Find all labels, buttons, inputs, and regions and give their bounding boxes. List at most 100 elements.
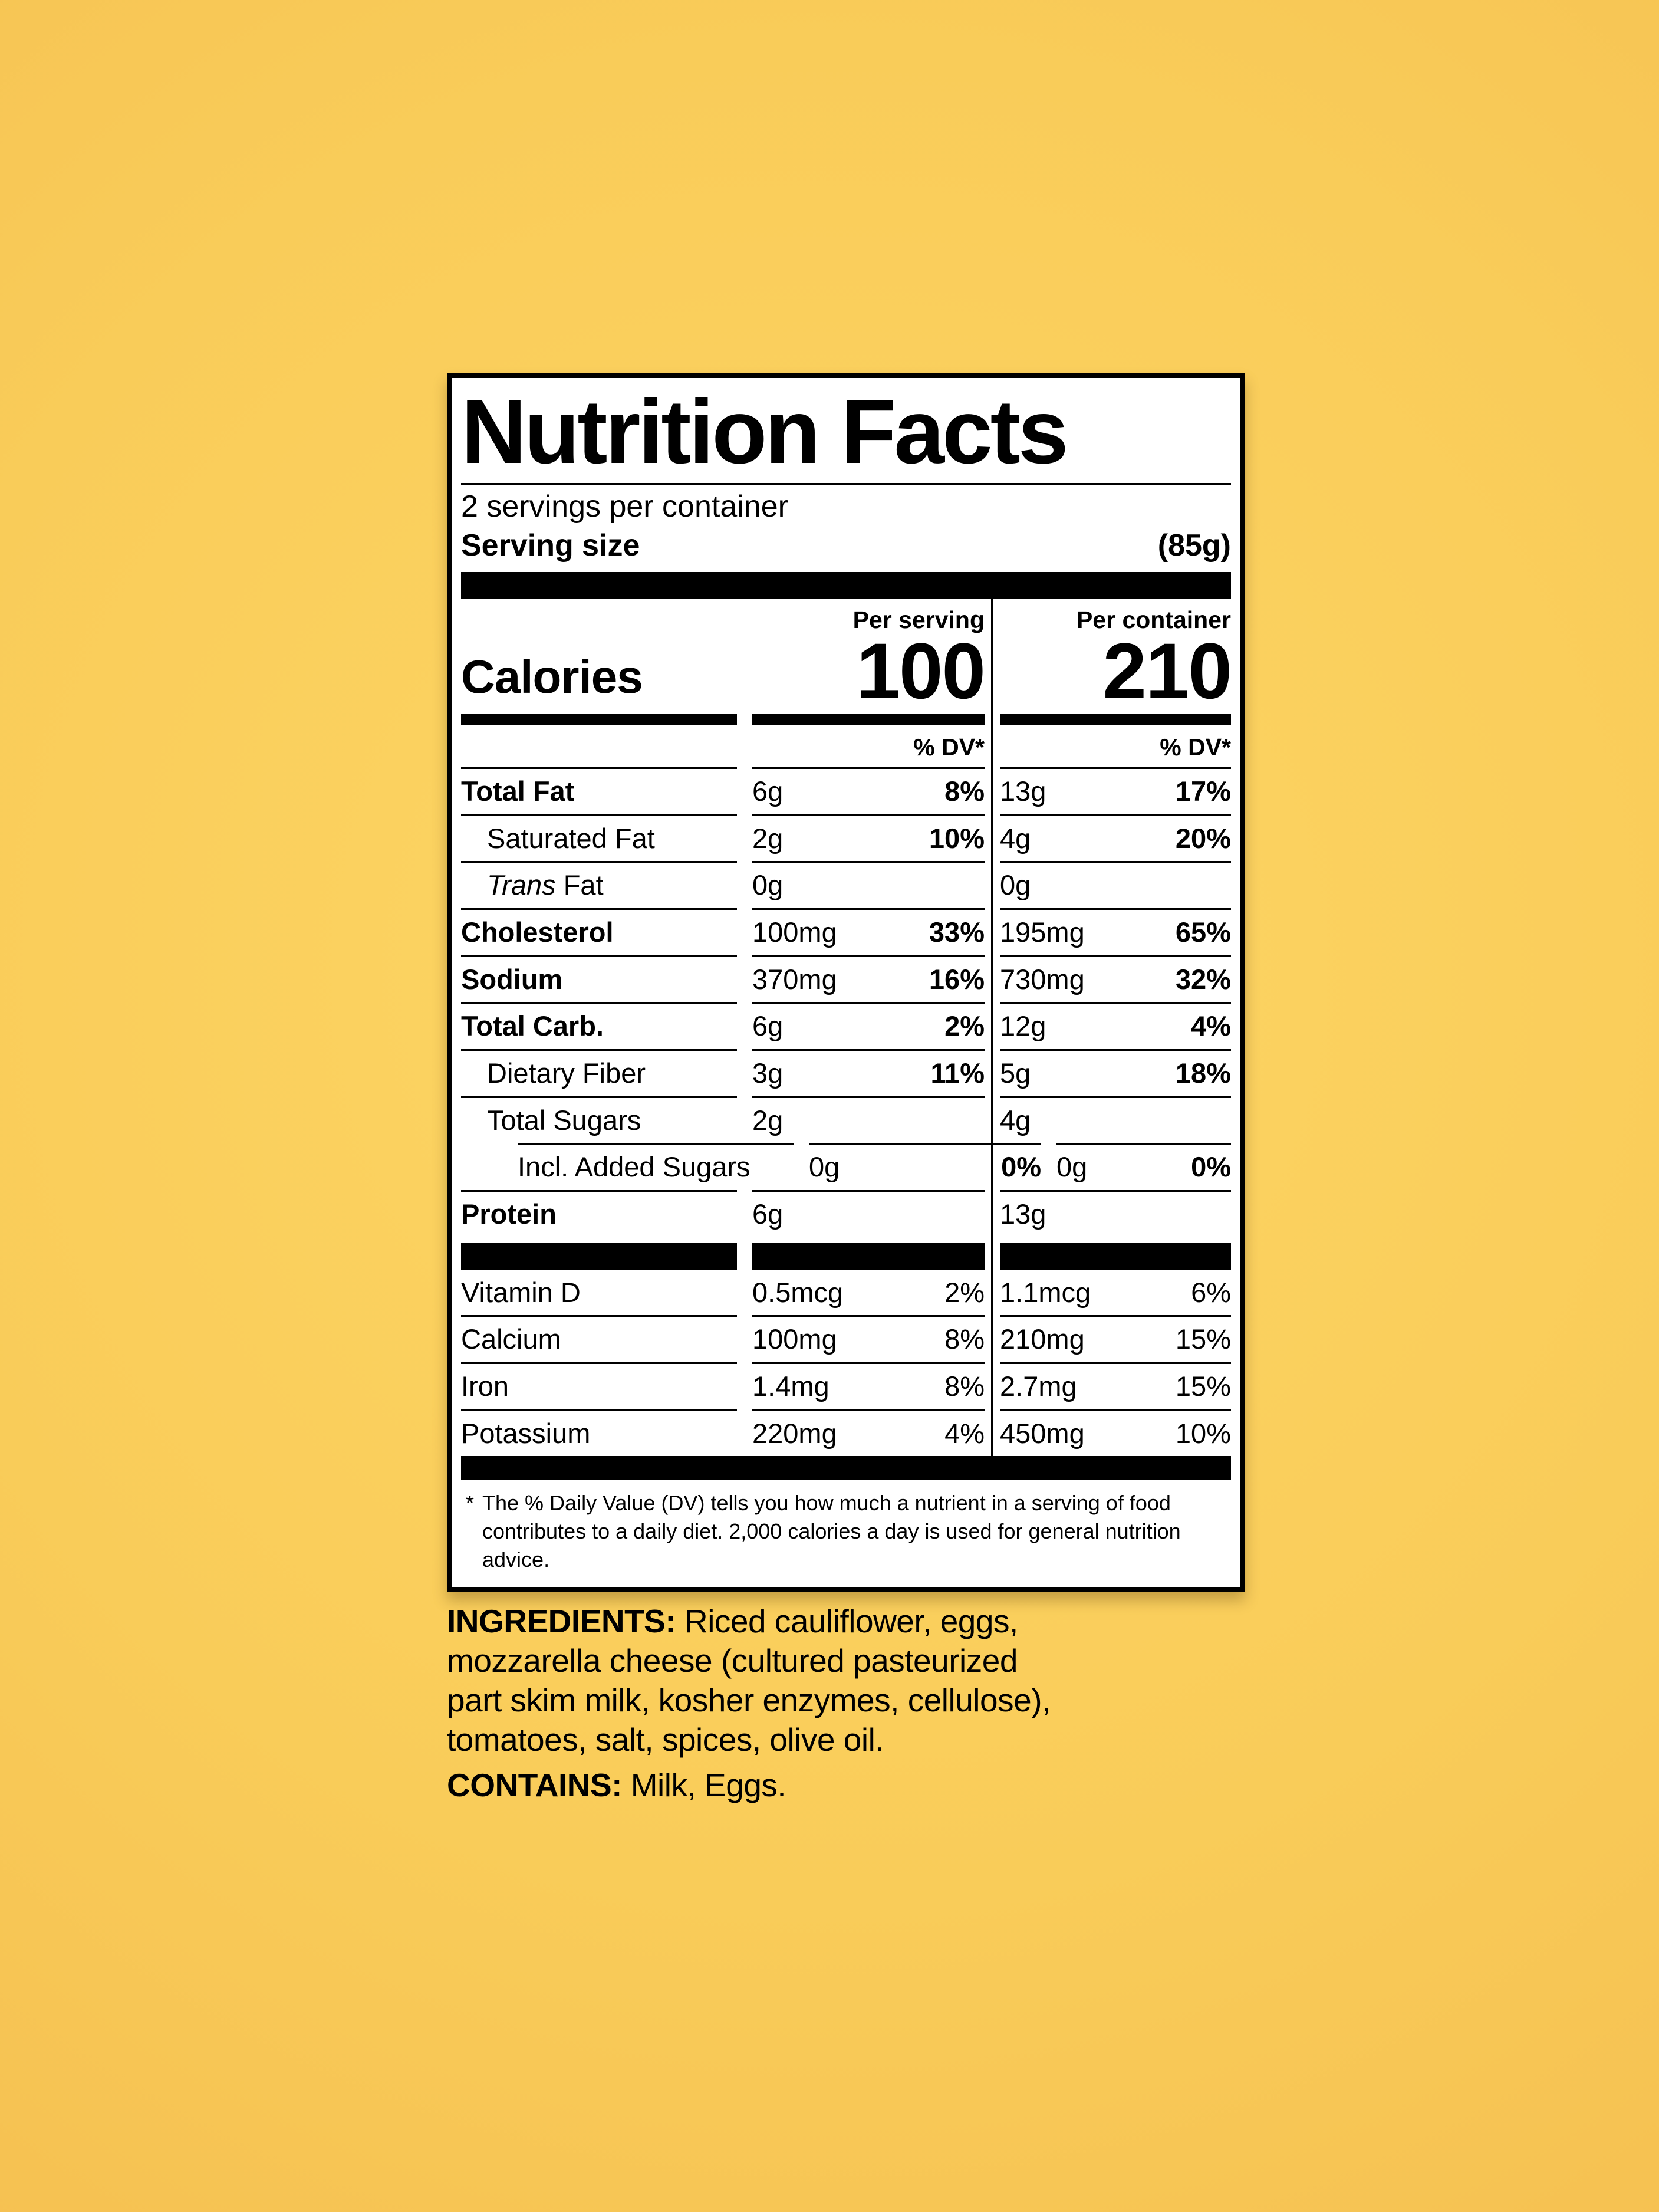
calories-label: Calories	[461, 650, 643, 703]
serving-daily-value: 2%	[944, 1010, 985, 1042]
nutrient-name-text: Iron	[461, 1370, 509, 1402]
per-container-cell: 210mg 15%	[1000, 1315, 1231, 1362]
dv-header-spacer	[461, 734, 737, 761]
container-daily-value: 15%	[1175, 1370, 1231, 1402]
nutrient-row: Cholesterol 100mg 33% 195mg 65%	[461, 908, 1231, 955]
daily-value-header-row: % DV* % DV*	[461, 725, 1231, 767]
footnote-divider-bar	[461, 1456, 1231, 1480]
container-daily-value: 4%	[1191, 1010, 1231, 1042]
bar-segment	[461, 1243, 737, 1270]
nutrient-name-cell: Incl. Added Sugars	[518, 1143, 794, 1190]
nutrient-name: Iron	[461, 1371, 509, 1402]
contains-paragraph: CONTAINS: Milk, Eggs.	[447, 1766, 1060, 1805]
nutrient-name-text: Saturated Fat	[487, 822, 655, 854]
nutrient-name-cell: Iron	[461, 1362, 737, 1409]
serving-daily-value: 4%	[944, 1417, 985, 1449]
per-container-cell: 4g	[1000, 1096, 1231, 1143]
footnote-asterisk: *	[466, 1491, 475, 1516]
per-container-cell: 2.7mg 15%	[1000, 1362, 1231, 1409]
nutrient-name-cell: Trans Fat	[461, 861, 737, 908]
calories-underline-bars	[461, 713, 1231, 725]
nutrient-name-text: Protein	[461, 1198, 557, 1230]
container-amount: 5g	[1000, 1057, 1031, 1089]
nutrient-name-text: Total Carb.	[461, 1010, 604, 1042]
nutrient-name-cell: Total Fat	[461, 767, 737, 814]
container-amount: 450mg	[1000, 1417, 1085, 1449]
container-daily-value: 17%	[1175, 775, 1231, 807]
container-amount: 730mg	[1000, 963, 1085, 995]
per-container-cell: 5g 18%	[1000, 1049, 1231, 1096]
contains-heading: CONTAINS:	[447, 1767, 622, 1804]
per-serving-cell: 0g 0%	[809, 1143, 1041, 1190]
nutrient-row: Total Fat 6g 8% 13g 17%	[461, 767, 1231, 814]
bar-segment	[752, 1243, 985, 1270]
column-headers-row: Per serving Per container	[461, 599, 1231, 634]
nutrient-name: Vitamin D	[461, 1277, 581, 1308]
nutrient-name-text: Vitamin D	[461, 1276, 581, 1308]
serving-amount: 2g	[752, 1104, 784, 1136]
per-container-cell: 1.1mcg 6%	[1000, 1270, 1231, 1316]
nutrient-name-text: Total Sugars	[487, 1104, 641, 1136]
per-container-cell: 13g	[1000, 1190, 1231, 1237]
per-serving-cell: 0.5mcg 2%	[752, 1270, 985, 1316]
container-daily-value: 65%	[1175, 916, 1231, 948]
container-amount: 210mg	[1000, 1323, 1085, 1355]
nutrient-row: Dietary Fiber 3g 11% 5g 18%	[461, 1049, 1231, 1096]
serving-daily-value: 2%	[944, 1276, 985, 1308]
divider-bar-thick	[461, 571, 1231, 599]
nutrient-name-cell: Vitamin D	[461, 1270, 737, 1316]
footnote-text: The % Daily Value (DV) tells you how muc…	[482, 1491, 1181, 1572]
per-serving-cell: 0g	[752, 861, 985, 908]
nutrient-row: Sodium 370mg 16% 730mg 32%	[461, 955, 1231, 1003]
nutrient-name-text: Dietary Fiber	[487, 1057, 646, 1089]
container-amount: 13g	[1000, 1198, 1046, 1230]
container-amount: 12g	[1000, 1010, 1046, 1042]
container-daily-value: 18%	[1175, 1057, 1231, 1089]
serving-daily-value: 33%	[929, 916, 985, 948]
nutrient-name-text: Sodium	[461, 963, 563, 995]
panel-title: Nutrition Facts	[461, 381, 1069, 482]
per-serving-cell: 2g	[752, 1096, 985, 1143]
serving-amount: 0g	[752, 869, 784, 901]
nutrient-name-cell: Saturated Fat	[461, 814, 737, 862]
nutrient-row: Trans Fat 0g 0g	[461, 861, 1231, 908]
protein-divider-bars	[461, 1243, 1231, 1270]
nutrient-row: Iron 1.4mg 8% 2.7mg 15%	[461, 1362, 1231, 1409]
ingredients-block: INGREDIENTS: Riced cauliflower, eggs, mo…	[447, 1602, 1060, 1805]
title-rule	[461, 483, 1231, 485]
ingredients-heading: INGREDIENTS:	[447, 1603, 676, 1639]
nutrient-row: Protein 6g 13g	[461, 1190, 1231, 1237]
nutrient-name-text: Fat	[555, 869, 604, 901]
nutrient-name-italic: Trans	[487, 869, 556, 901]
per-container-cell: 195mg 65%	[1000, 908, 1231, 955]
serving-amount: 0g	[809, 1151, 840, 1183]
serving-amount: 2g	[752, 822, 784, 854]
per-serving-cell: 6g 8%	[752, 767, 985, 814]
container-daily-value: 20%	[1175, 822, 1231, 854]
per-serving-cell: 6g 2%	[752, 1002, 985, 1049]
nutrient-name: Saturated Fat	[487, 823, 655, 854]
per-serving-cell: 6g	[752, 1190, 985, 1237]
container-daily-value: 6%	[1191, 1276, 1231, 1308]
nutrient-name-cell: Calcium	[461, 1315, 737, 1362]
calories-per-serving-value: 100	[856, 627, 986, 715]
serving-amount: 220mg	[752, 1417, 837, 1449]
per-container-cell: 12g 4%	[1000, 1002, 1231, 1049]
nutrient-name: Total Carb.	[461, 1011, 604, 1041]
serving-amount: 0.5mcg	[752, 1276, 844, 1308]
container-daily-value: 10%	[1175, 1417, 1231, 1449]
serving-daily-value: 8%	[944, 1370, 985, 1402]
per-container-cell: 0g	[1000, 861, 1231, 908]
nutrient-rows: Total Fat 6g 8% 13g 17% Saturated Fat 2g…	[461, 767, 1231, 1237]
nutrient-name-cell: Cholesterol	[461, 908, 737, 955]
nutrient-name-text: Calcium	[461, 1323, 561, 1355]
bar-segment	[461, 713, 737, 725]
per-serving-cell: 220mg 4%	[752, 1409, 985, 1457]
nutrient-name-text: Potassium	[461, 1417, 591, 1449]
per-container-cell: 450mg 10%	[1000, 1409, 1231, 1457]
nutrient-name: Trans Fat	[487, 870, 604, 900]
serving-daily-value: 8%	[944, 775, 985, 807]
bar-segment	[1000, 1243, 1231, 1270]
serving-daily-value: 16%	[929, 963, 985, 995]
